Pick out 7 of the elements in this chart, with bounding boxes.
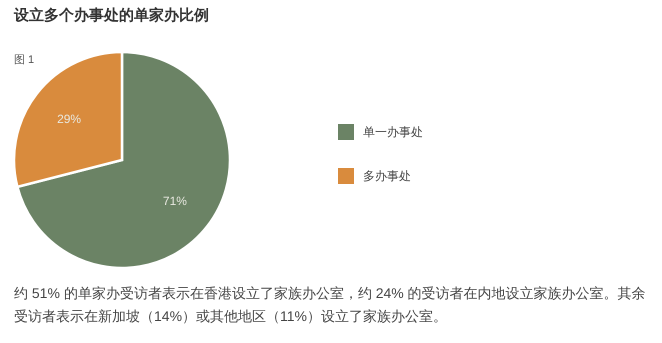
legend-label: 单一办事处 [363, 125, 423, 139]
legend-label: 多办事处 [363, 169, 411, 183]
caption: 图 1 [14, 53, 34, 67]
data-label: 29% [57, 112, 82, 126]
text: 约 51% 的单家办受访者表示在香港设立了家族办公室，约 24% 的受访者在内地设立家族办公室。其余受访者表示在新加坡（14%）或其他地区（11%）设立了家族办公室。 [14, 284, 647, 326]
chart-title: 设立多个办事处的单家办比例 [14, 6, 209, 25]
data-label: 71% [162, 194, 188, 208]
